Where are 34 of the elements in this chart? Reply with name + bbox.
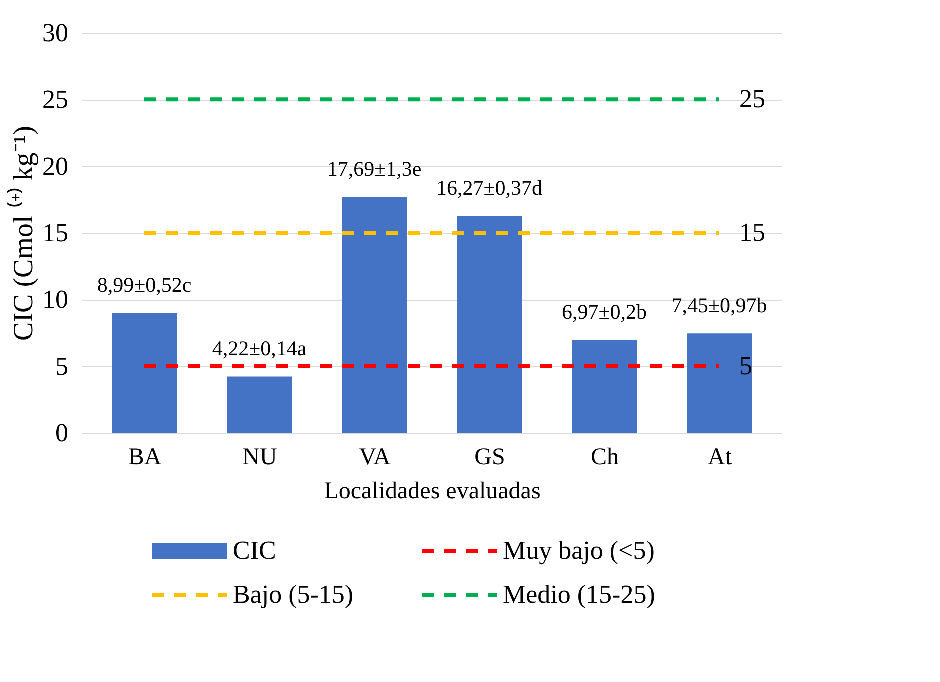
bar bbox=[572, 340, 637, 433]
y-tick-label: 15 bbox=[42, 218, 68, 248]
x-tick-label: At bbox=[708, 444, 732, 470]
x-axis-title: Localidades evaluadas bbox=[324, 478, 541, 504]
legend-label: Muy bajo (<5) bbox=[503, 536, 655, 565]
x-tick-label: GS bbox=[474, 444, 506, 470]
x-tick-label: Ch bbox=[590, 444, 620, 470]
y-tick-label: 10 bbox=[42, 285, 68, 314]
data-label: 7,45±0,97b bbox=[672, 294, 768, 318]
data-label: 4,22±0,14a bbox=[212, 336, 308, 361]
bar bbox=[457, 216, 522, 433]
x-tick-label: NU bbox=[242, 444, 278, 470]
data-label: 5 bbox=[740, 351, 752, 380]
bar bbox=[112, 313, 177, 433]
data-label: 15 bbox=[740, 218, 766, 247]
bar bbox=[342, 197, 407, 433]
data-label: 16,27±0,37d bbox=[436, 176, 544, 200]
bar bbox=[687, 334, 752, 433]
y-tick-label: 25 bbox=[42, 85, 68, 114]
y-tick-label: 30 bbox=[42, 18, 68, 48]
y-tick-label: 20 bbox=[42, 152, 68, 181]
data-label: 17,69±1,3e bbox=[327, 157, 422, 182]
data-label: 25 bbox=[740, 84, 766, 114]
y-tick-label: 5 bbox=[56, 352, 68, 381]
y-tick-label: 0 bbox=[56, 418, 68, 448]
bar bbox=[227, 376, 292, 433]
legend-label: Bajo (5-15) bbox=[233, 580, 354, 609]
legend-label: CIC bbox=[233, 536, 276, 565]
y-axis-title: CIC (Cmol ⁽⁺⁾ kg⁻¹) bbox=[6, 126, 40, 341]
x-tick-label: VA bbox=[359, 444, 392, 470]
data-label: 8,99±0,52c bbox=[97, 273, 192, 298]
data-label: 6,97±0,2b bbox=[562, 300, 648, 324]
legend-label: Medio (15-25) bbox=[503, 580, 656, 609]
x-tick-label: BA bbox=[128, 444, 162, 470]
